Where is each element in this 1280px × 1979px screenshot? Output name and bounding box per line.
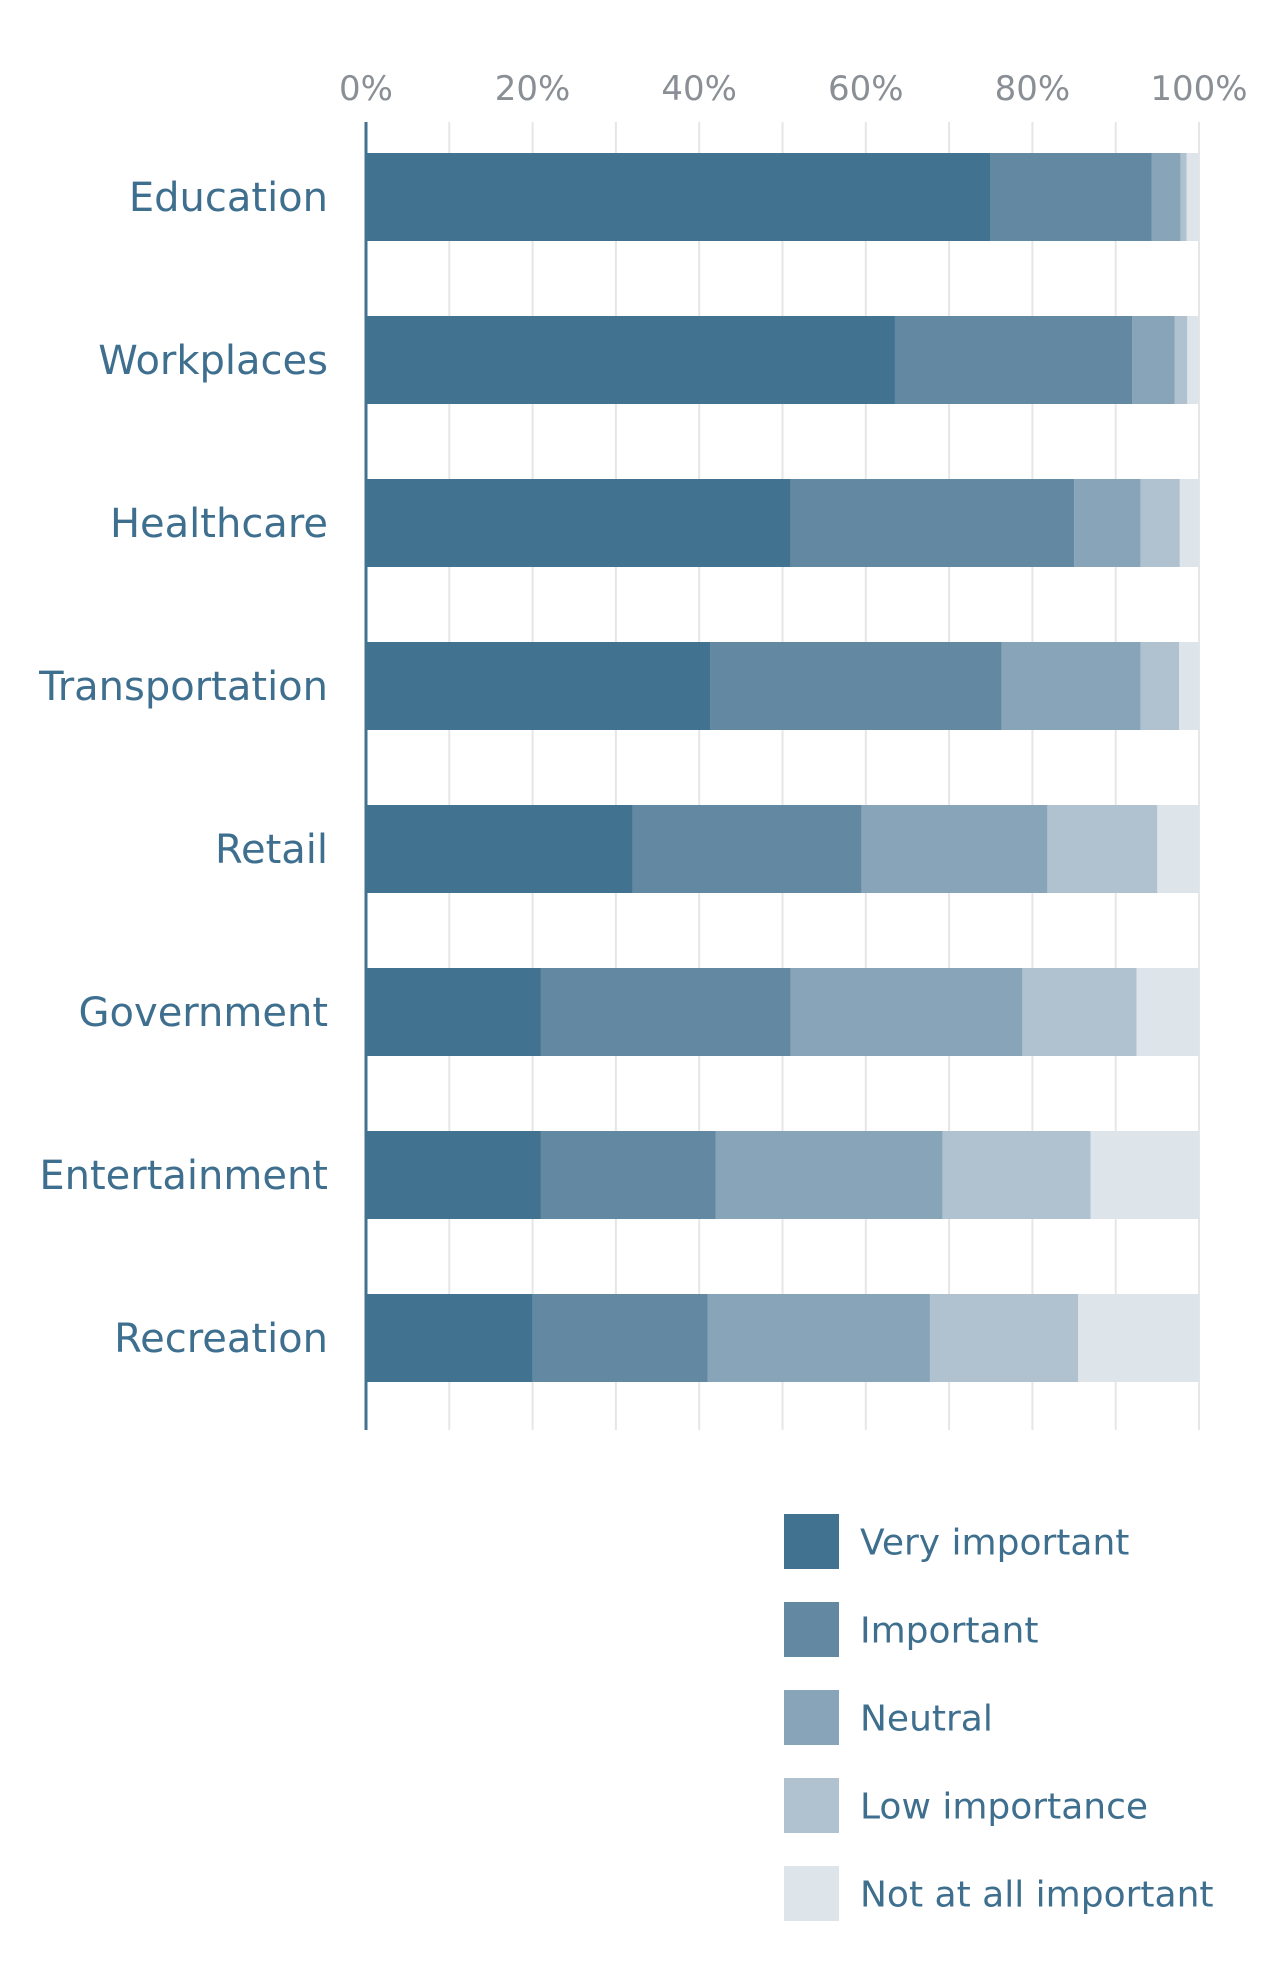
bar-segment [1140, 479, 1180, 567]
legend-swatch [784, 1602, 839, 1657]
bar-segment [790, 479, 1075, 567]
legend-label: Not at all important [860, 1875, 1214, 1916]
legend-swatch [784, 1866, 839, 1921]
bar-segment [366, 968, 541, 1056]
x-tick-label: 100% [1150, 69, 1247, 109]
bar-segment [1151, 153, 1181, 241]
legend-label: Important [860, 1611, 1038, 1652]
bar-segment [366, 1131, 541, 1219]
bar-segment [894, 316, 1133, 404]
x-tick-label: 40% [661, 69, 737, 109]
bar-segment [1078, 1294, 1199, 1382]
bar-segment [632, 805, 862, 893]
bars [366, 153, 1199, 1382]
bar-segment [929, 1294, 1079, 1382]
bar-segment [1132, 316, 1175, 404]
bar-segment [1174, 316, 1188, 404]
legend-swatch [784, 1514, 839, 1569]
bar-segment [1179, 642, 1199, 730]
bar-segment [1074, 479, 1141, 567]
legend-label: Very important [860, 1523, 1129, 1564]
bar-segment [366, 1294, 533, 1382]
category-label: Transportation [38, 664, 328, 710]
bar-segment [532, 1294, 708, 1382]
bar-segment [990, 153, 1152, 241]
category-label: Entertainment [39, 1153, 328, 1199]
category-label: Recreation [114, 1316, 328, 1362]
bar-segment [366, 316, 895, 404]
bar-segment [1136, 968, 1199, 1056]
legend-label: Low importance [860, 1787, 1148, 1828]
x-tick-label: 20% [495, 69, 571, 109]
bar-segment [540, 1131, 716, 1219]
x-tick-label: 80% [995, 69, 1071, 109]
x-tick-label: 60% [828, 69, 904, 109]
bar-segment [1179, 479, 1199, 567]
bar-segment [1186, 153, 1199, 241]
bar-segment [1187, 316, 1199, 404]
bar-segment [1140, 642, 1180, 730]
bar-segment [1001, 642, 1141, 730]
category-label: Education [129, 175, 328, 221]
category-label: Retail [215, 827, 328, 873]
legend: Very important Important Neutral Low import… [784, 1514, 1214, 1921]
category-label: Healthcare [110, 501, 328, 547]
bar-segment [540, 968, 791, 1056]
bar-segment [942, 1131, 1091, 1219]
bar-segment [790, 968, 1023, 1056]
x-tick-label: 0% [339, 69, 393, 109]
bar-segment [366, 642, 711, 730]
axes: 0% 20% 40% 60% 80% 100% [339, 69, 1248, 1430]
bar-segment [1180, 153, 1187, 241]
bar-segment [1090, 1131, 1199, 1219]
legend-label: Neutral [860, 1699, 993, 1740]
category-label: Government [79, 990, 328, 1036]
legend-swatch [784, 1778, 839, 1833]
bar-segment [710, 642, 1002, 730]
bar-segment [1022, 968, 1137, 1056]
bar-segment [715, 1131, 943, 1219]
bar-segment [1157, 805, 1199, 893]
legend-swatch [784, 1690, 839, 1745]
labels: Education Workplaces Healthcare Transportat… [38, 175, 328, 1362]
category-label: Workplaces [98, 338, 328, 384]
bar-segment [707, 1294, 930, 1382]
bar-segment [1047, 805, 1158, 893]
bar-segment [861, 805, 1048, 893]
bar-segment [366, 805, 633, 893]
bar-segment [366, 479, 791, 567]
bar-segment [366, 153, 991, 241]
